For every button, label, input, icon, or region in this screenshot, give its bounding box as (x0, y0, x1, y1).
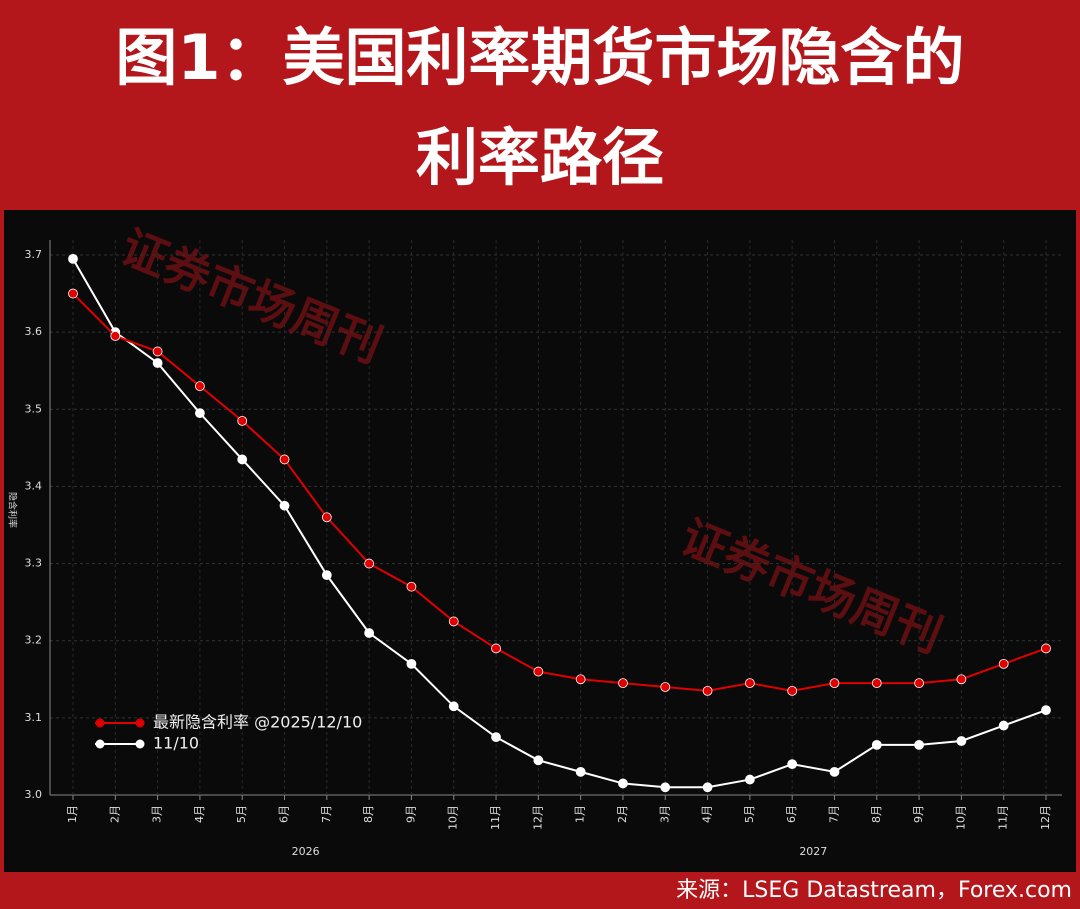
x-tick-label: 10月 (954, 805, 967, 830)
point (237, 454, 248, 465)
y-tick-label: 3.5 (25, 402, 43, 415)
x-tick-label: 3月 (658, 805, 671, 823)
point (702, 685, 713, 696)
x-tick-label: 3月 (151, 805, 164, 823)
point (829, 766, 840, 777)
chart-background (4, 210, 1076, 872)
point (533, 755, 544, 766)
point (744, 678, 755, 689)
y-tick-label: 3.3 (25, 557, 43, 570)
point (744, 774, 755, 785)
x-tick-label: 5月 (235, 805, 248, 823)
x-tick-label: 12月 (531, 805, 544, 830)
y-tick-label: 3.2 (25, 634, 43, 647)
point (829, 678, 840, 689)
y-axis-label: 隐含利率 (7, 492, 19, 528)
y-tick-label: 3.1 (25, 711, 43, 724)
point (956, 736, 967, 746)
x-tick-label: 1月 (574, 805, 587, 823)
point (787, 685, 798, 696)
legend-marker (95, 718, 105, 728)
point (660, 682, 671, 692)
point (448, 616, 459, 627)
point (279, 500, 290, 511)
point (152, 346, 163, 357)
x-tick-label: 12月 (1039, 805, 1052, 830)
point (321, 512, 332, 523)
source: 来源：LSEG Datastream，Forex.com (676, 878, 1072, 903)
point (660, 782, 671, 793)
y-tick-label: 3.4 (25, 479, 43, 492)
point (914, 739, 924, 750)
point (406, 658, 417, 669)
point (364, 558, 375, 569)
point (702, 782, 713, 793)
point (195, 408, 205, 419)
point (1041, 643, 1051, 654)
series-line (72, 292, 1047, 692)
point (871, 678, 882, 689)
x-tick-label: 8月 (870, 805, 883, 823)
point (406, 581, 417, 592)
point (152, 358, 163, 368)
series-line (72, 258, 1047, 789)
point (195, 381, 205, 392)
y-tick-label: 3.7 (25, 248, 43, 261)
y-tick-label: 3.0 (25, 788, 43, 801)
point (321, 570, 332, 581)
point (448, 701, 459, 712)
point (575, 674, 586, 685)
footer: 来源：LSEG Datastream，Forex.com (0, 872, 1080, 909)
point (491, 732, 501, 743)
point (956, 674, 967, 685)
point (68, 288, 78, 299)
x-tick-label: 11月 (997, 805, 1010, 830)
x-tick-label: 6月 (278, 805, 291, 823)
x-tick-label: 5月 (743, 805, 756, 823)
x-tick-label: 2月 (108, 805, 121, 823)
x-tick-label: 7月 (827, 805, 840, 823)
legend-marker (135, 739, 145, 749)
point (998, 658, 1009, 669)
legend-marker (95, 739, 105, 749)
x-tick-label: 9月 (404, 805, 417, 823)
chart: 证券市场周刊证券市场周刊3.03.13.23.33.43.53.63.7隐含利率… (4, 210, 1076, 872)
title-line: 利率路径 (415, 121, 664, 194)
x-tick-label: 2月 (616, 805, 629, 823)
point (618, 778, 628, 789)
point (998, 720, 1009, 731)
x-tick-label: 1月 (66, 805, 79, 823)
legend-label: 最新隐含利率 @2025/12/10 (153, 713, 362, 732)
point (237, 415, 248, 426)
legend-label: 11/10 (153, 734, 199, 753)
point (533, 666, 544, 677)
x-tick-label: 8月 (362, 805, 375, 823)
point (575, 766, 586, 777)
point (68, 253, 78, 264)
x-tick-label: 6月 (785, 805, 798, 823)
point (1041, 705, 1051, 716)
x-tick-label: 7月 (320, 805, 333, 823)
y-tick-label: 3.6 (25, 325, 43, 338)
point (110, 331, 121, 341)
point (364, 628, 375, 638)
point (618, 678, 628, 689)
x-tick-label: 4月 (701, 805, 714, 823)
point (871, 739, 882, 750)
point (491, 643, 501, 654)
x-tick-label: 11月 (489, 805, 502, 830)
header: 图1：美国利率期货市场隐含的 利率路径 (0, 0, 1080, 210)
x-tick-label: 9月 (912, 805, 925, 823)
year-label: 2026 (292, 845, 320, 858)
point (787, 759, 798, 770)
point (914, 678, 924, 689)
x-tick-label: 10月 (447, 805, 460, 830)
legend-marker (135, 718, 145, 728)
point (279, 454, 290, 465)
x-tick-label: 4月 (193, 805, 206, 823)
title-line: 图1：美国利率期货市场隐含的 (115, 21, 965, 94)
year-label: 2027 (799, 845, 827, 858)
